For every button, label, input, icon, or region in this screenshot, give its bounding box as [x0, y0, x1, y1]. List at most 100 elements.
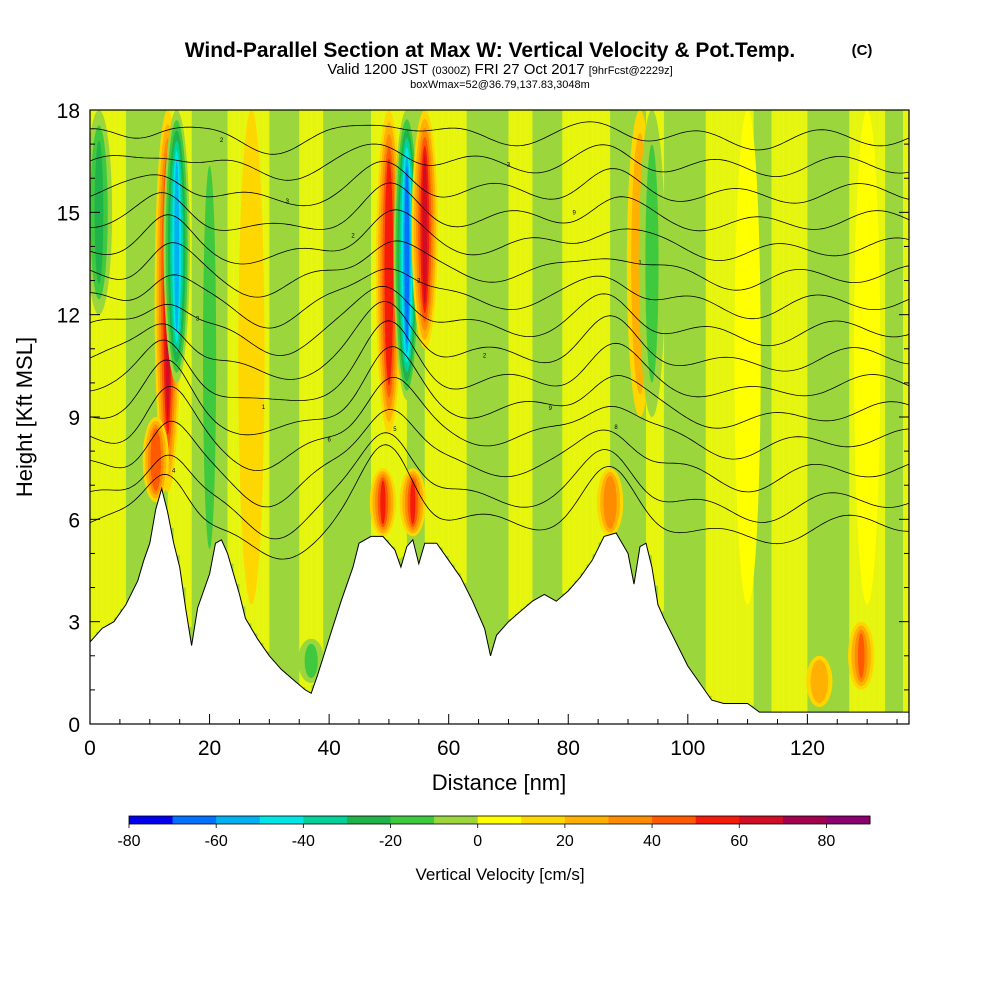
velocity-band [795, 110, 802, 713]
theta-contour-label: 8 [614, 425, 618, 431]
colorbar-tick-label: 60 [730, 833, 748, 850]
velocity-band [227, 110, 234, 564]
colorbar-swatch [390, 816, 435, 824]
chart-subtitle-part: [9hrFcst@2229z] [589, 65, 673, 77]
velocity-band [604, 110, 611, 536]
theta-contour [90, 346, 909, 436]
theta-contour-label: 2 [417, 279, 421, 285]
velocity-band [825, 110, 832, 713]
velocity-band [520, 110, 527, 609]
theta-contour-label: 1 [638, 260, 642, 266]
theta-contour-label: 2 [483, 354, 487, 360]
velocity-band [317, 110, 324, 667]
theta-contour-label: 3 [196, 316, 200, 322]
velocity-band [705, 110, 713, 696]
velocity-band [526, 110, 533, 604]
velocity-band [765, 110, 772, 713]
velocity-band [442, 110, 449, 557]
velocity-band [556, 110, 563, 599]
theta-contour [90, 209, 909, 265]
velocity-cell [814, 663, 824, 700]
y-tick-label: 18 [57, 100, 80, 123]
colorbar-swatch [695, 816, 740, 824]
velocity-band [341, 110, 348, 593]
theta-contour-label: 2 [351, 233, 355, 239]
velocity-band [610, 110, 617, 534]
velocity-band [299, 110, 306, 688]
theta-contour [90, 432, 909, 540]
colorbar-swatch [129, 816, 174, 824]
chart-subtitle-part: Valid 1200 JST [327, 61, 432, 78]
y-tick-label: 9 [68, 407, 80, 430]
velocity-band [335, 110, 342, 611]
colorbar-tick-label: -40 [292, 833, 315, 850]
velocity-band [347, 110, 354, 576]
x-tick-label: 60 [437, 737, 460, 760]
colorbar-tick-label: 40 [643, 833, 661, 850]
colorbar-swatch [303, 816, 348, 824]
velocity-band [903, 110, 909, 713]
velocity-cell [244, 165, 258, 549]
velocity-band [550, 110, 557, 600]
velocity-band [562, 110, 569, 594]
x-axis: 0 20 40 60 80 100 120 [84, 714, 898, 760]
theta-contour [90, 143, 909, 181]
velocity-band [574, 110, 581, 581]
terrain-mask [90, 486, 909, 724]
velocity-band [269, 110, 276, 660]
velocity-band [717, 110, 724, 703]
velocity-band [897, 110, 904, 713]
velocity-band [669, 110, 677, 637]
velocity-cell [304, 643, 318, 679]
velocity-band [191, 110, 198, 627]
theta-contour [90, 409, 909, 508]
velocity-band [783, 110, 790, 713]
velocity-cell [422, 154, 428, 305]
colorbar-tick-label: 20 [556, 833, 574, 850]
velocity-band [580, 110, 587, 574]
chart-note: boxWmax=52@36.79,137.83,3048m [410, 79, 590, 91]
velocity-band [149, 110, 157, 527]
theta-contour [90, 240, 909, 298]
vertical-velocity-field [90, 110, 909, 713]
theta-contour [90, 320, 909, 401]
velocity-band [885, 110, 892, 713]
velocity-band [508, 110, 515, 620]
y-tick-label: 6 [68, 509, 80, 532]
velocity-band [502, 110, 509, 626]
colorbar-swatch [477, 816, 522, 824]
velocity-band [472, 110, 479, 609]
velocity-band [693, 110, 701, 679]
y-tick-label: 3 [68, 612, 80, 635]
theta-contour-label: 3 [507, 163, 511, 169]
velocity-band [789, 110, 796, 713]
velocity-band [119, 110, 127, 609]
velocity-band [586, 110, 593, 565]
colorbar-swatch [782, 816, 827, 824]
velocity-band [436, 110, 444, 548]
colorbar-swatch [216, 816, 261, 824]
velocity-band [293, 110, 300, 683]
velocity-band [185, 110, 192, 627]
velocity-band [305, 110, 312, 692]
theta-contour [90, 182, 909, 232]
chart-subtitle-part: (0300Z) [432, 65, 471, 77]
colorbar-swatch [564, 816, 609, 824]
velocity-band [622, 110, 629, 549]
velocity-band [101, 110, 109, 627]
velocity-band [137, 110, 145, 571]
theta-contour [90, 444, 909, 560]
velocity-band [329, 110, 336, 630]
x-tick-label: 0 [84, 737, 96, 760]
theta-contour-label: 9 [573, 211, 577, 217]
velocity-band [807, 110, 814, 713]
x-tick-label: 120 [790, 737, 825, 760]
velocity-band [891, 110, 898, 713]
velocity-band [699, 110, 707, 688]
x-tick-label: 80 [557, 737, 580, 760]
x-tick-label: 100 [670, 737, 705, 760]
colorbar-swatch [172, 816, 217, 824]
